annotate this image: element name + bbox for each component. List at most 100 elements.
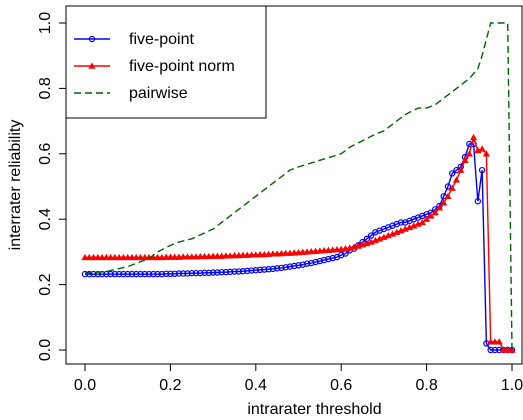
data-point (469, 133, 478, 141)
data-point (214, 269, 221, 276)
data-point (167, 270, 174, 278)
data-point (367, 238, 375, 245)
data-point (239, 267, 247, 275)
data-point (440, 199, 448, 206)
series-five-point (81, 140, 516, 354)
y-tick-label: 0.8 (37, 77, 54, 99)
data-point (269, 265, 277, 273)
data-point (103, 270, 110, 278)
data-point (474, 146, 482, 154)
data-point (133, 270, 140, 278)
data-point (261, 266, 268, 273)
data-point (184, 270, 191, 277)
data-point (410, 222, 418, 229)
data-point (457, 166, 465, 173)
legend-label: five-point (129, 31, 194, 48)
data-point (88, 62, 96, 69)
y-tick-label: 0.0 (37, 339, 54, 361)
data-point (393, 228, 401, 235)
plot-frame (65, 5, 523, 365)
data-point (474, 198, 482, 205)
data-point (235, 268, 242, 275)
data-point (303, 260, 311, 267)
data-point (444, 192, 452, 200)
data-point (495, 338, 503, 345)
legend: five-point five-point norm pairwise (65, 5, 267, 119)
data-point (414, 220, 422, 227)
x-tick-label: 0.0 (74, 377, 96, 394)
data-point (124, 270, 131, 278)
data-point (325, 255, 332, 263)
data-point (444, 183, 452, 190)
data-point (273, 265, 281, 272)
series-line (84, 22, 513, 351)
data-point (222, 268, 230, 276)
data-point (120, 270, 127, 278)
data-point (171, 270, 178, 278)
data-point (423, 215, 431, 222)
legend-item: five-point (74, 31, 194, 48)
data-point (158, 270, 166, 278)
data-point (397, 227, 405, 234)
data-point (209, 269, 217, 276)
legend-label: pairwise (129, 85, 188, 102)
data-point (88, 35, 96, 43)
data-point (286, 263, 294, 270)
data-point (465, 150, 473, 157)
data-point (218, 268, 225, 276)
data-point (431, 209, 439, 216)
data-point (384, 231, 392, 239)
data-point (316, 257, 324, 265)
data-point (81, 270, 89, 278)
data-point (487, 346, 494, 354)
axes: 0.0 0.2 0.4 0.6 0.8 1.0 0.0 0.2 0.4 0.6 0.8 1.0 (37, 5, 523, 394)
x-tick-label: 0.2 (159, 377, 181, 394)
x-tick-label: 1.0 (501, 377, 523, 394)
data-point (401, 225, 409, 232)
legend-item: five-point norm (74, 58, 235, 75)
data-point (380, 233, 388, 240)
data-point (278, 264, 285, 272)
y-tick-label: 1.0 (37, 12, 54, 34)
data-point (201, 269, 208, 277)
data-point (376, 235, 384, 242)
data-point (299, 261, 306, 268)
data-point (90, 270, 97, 278)
data-point (111, 270, 119, 278)
data-point (418, 218, 426, 226)
y-tick-label: 0.2 (37, 273, 54, 295)
data-point (448, 184, 456, 191)
series-group (81, 22, 516, 354)
data-point (141, 270, 148, 278)
data-point (308, 259, 315, 267)
data-point (329, 254, 336, 262)
data-point (256, 266, 264, 274)
data-point (150, 270, 157, 278)
data-point (226, 268, 234, 276)
data-point (371, 236, 379, 244)
data-point (248, 267, 255, 274)
data-point (180, 270, 187, 277)
series-line (85, 143, 512, 351)
data-point (405, 223, 414, 231)
series-pairwise (84, 22, 513, 351)
y-tick-label: 0.4 (37, 208, 54, 230)
data-point (388, 230, 397, 237)
data-point (145, 270, 153, 278)
data-point (449, 170, 456, 177)
y-tick-label: 0.6 (37, 143, 54, 165)
x-tick-label: 0.6 (330, 377, 352, 394)
data-point (291, 262, 298, 270)
legend-box (65, 5, 267, 119)
data-point (162, 270, 170, 278)
data-point (154, 270, 161, 278)
legend-item: pairwise (74, 85, 188, 102)
series-line (85, 134, 512, 351)
x-axis-label: intrarater threshold (247, 401, 381, 418)
x-tick-label: 0.8 (415, 377, 437, 394)
data-point (282, 264, 289, 271)
data-point (491, 346, 499, 354)
data-point (197, 269, 204, 277)
data-point (137, 270, 144, 278)
